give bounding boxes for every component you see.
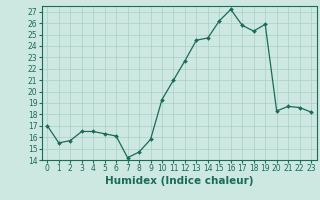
X-axis label: Humidex (Indice chaleur): Humidex (Indice chaleur)	[105, 176, 253, 186]
